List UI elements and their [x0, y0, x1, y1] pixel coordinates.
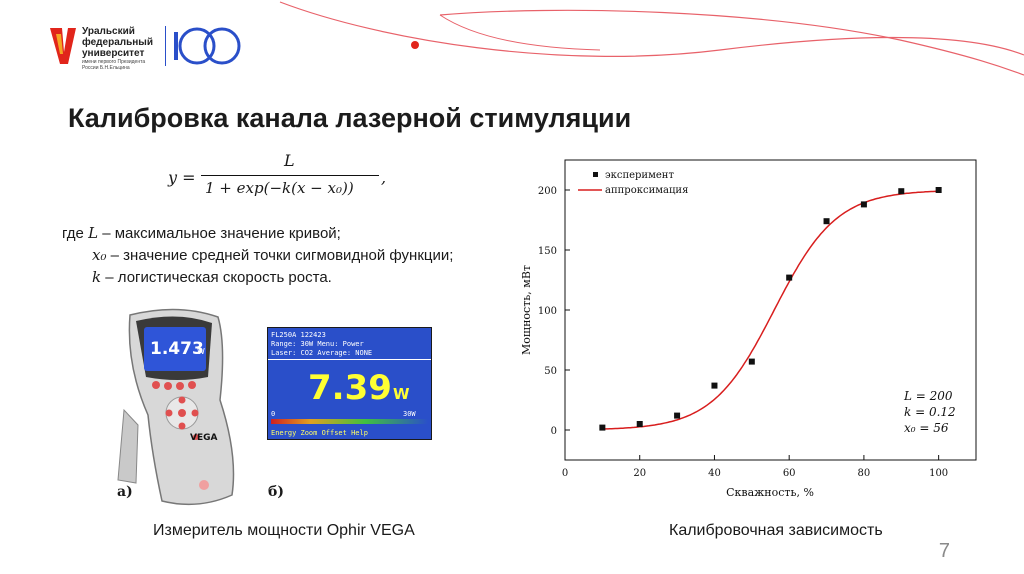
screen-scale-min: 0 [271, 410, 276, 418]
formula-denominator: 1 + exp(−k(x − x₀)) [205, 179, 354, 197]
data-point [599, 424, 606, 431]
x-tick-label: 40 [708, 468, 721, 479]
subfig-label-b: б) [268, 484, 284, 500]
x-axis-label: Скважность, % [726, 486, 814, 499]
meter-screen: FL250A 122423 Range: 30W Menu: Power Las… [267, 327, 432, 440]
formula-tail: , [381, 168, 387, 187]
x-tick-label: 20 [633, 468, 646, 479]
device-display-value: 1.473 [150, 339, 204, 359]
data-point [636, 421, 643, 427]
screen-line-1: FL250A 122423 [271, 331, 326, 339]
fit-curve-line [602, 190, 939, 430]
legend-label-fit: аппроксимация [605, 185, 688, 196]
device-display-unit: W [197, 347, 205, 356]
y-tick-label: 150 [538, 246, 557, 257]
calibration-chart: 0 20 40 60 80 100 0 50 100 150 200 эксперимент апп… [520, 159, 977, 499]
data-point [935, 187, 942, 193]
chart-legend: эксперимент аппроксимация [578, 170, 688, 196]
subfig-label-a: а) [117, 484, 133, 500]
formula-lhs: y = [168, 168, 196, 187]
y-tick-label: 50 [544, 366, 557, 377]
desc-var-k: k [92, 268, 102, 286]
screen-divider [268, 359, 431, 360]
caption-right: Калибровочная зависимость [669, 522, 883, 539]
screen-buttons: Energy Zoom Offset Help [271, 429, 368, 437]
desc-var-x0: x₀ [92, 246, 107, 264]
data-point [711, 382, 718, 389]
data-point [898, 188, 905, 195]
decorative-dot [411, 41, 419, 49]
desc-prefix: где [62, 225, 84, 242]
y-axis-label: Мощность, мВт [520, 265, 533, 355]
description-line-2: x₀ – значение средней точки сигмовидной … [92, 246, 453, 264]
formula-numerator: L [284, 151, 295, 170]
x-tick-label: 60 [783, 468, 796, 479]
desc-var-L: L [88, 224, 99, 242]
device-body-illustration [117, 308, 235, 506]
x-tick-label: 0 [562, 468, 568, 479]
screen-value: 7.39 [308, 368, 392, 408]
screen-scale-max: 30W [403, 410, 416, 418]
annotation-x0: x₀ = 56 [904, 421, 949, 435]
logo-line-3: университет [82, 48, 145, 59]
data-point [748, 358, 755, 365]
slide-title: Калибровка канала лазерной стимуляции [68, 103, 632, 133]
screen-unit: W [393, 385, 410, 403]
desc-text-3: – логистическая скорость роста. [105, 269, 332, 286]
logo-line-2: федеральный [82, 37, 153, 48]
urfu-emblem-icon [50, 28, 76, 64]
logo-divider [165, 26, 166, 66]
logistic-formula: y = L 1 + exp(−k(x − x₀)) , [168, 150, 408, 210]
data-points [599, 187, 942, 431]
description-line-3: k – логистическая скорость роста. [92, 268, 332, 286]
data-point [823, 218, 830, 225]
x-tick-label: 100 [929, 468, 948, 479]
screen-line-3: Laser: CO2 Average: NONE [271, 349, 373, 357]
data-point [674, 412, 681, 419]
x-tick-label: 80 [858, 468, 871, 479]
legend-marker-experiment [593, 172, 598, 177]
device-brand: VEGA [190, 433, 218, 443]
screen-level-bar [271, 419, 428, 424]
desc-text-1: – максимальное значение кривой; [102, 225, 341, 242]
annotation-L: L = 200 [903, 389, 953, 403]
caption-left: Измеритель мощности Ophir VEGA [153, 522, 415, 539]
page-number: 7 [938, 540, 950, 562]
logo-small-line-2: России Б.Н.Ельцина [82, 65, 130, 71]
fraction-bar [201, 175, 379, 176]
data-point [860, 201, 867, 208]
axis-ticks: 0 20 40 60 80 100 0 50 100 150 200 [538, 186, 948, 479]
logo-line-1: Уральский [82, 26, 135, 37]
data-point [786, 274, 793, 281]
y-tick-label: 200 [538, 186, 557, 197]
desc-text-2: – значение средней точки сигмовидной фун… [110, 247, 454, 264]
y-tick-label: 0 [551, 426, 557, 437]
screen-line-2: Range: 30W Menu: Power [271, 340, 364, 348]
logo-small-line-1: имени первого Президента [82, 59, 146, 65]
y-tick-label: 100 [538, 306, 557, 317]
description-line-1: где L – максимальное значение кривой; [62, 224, 341, 242]
university-logo: Уральский федеральный университет имени … [48, 22, 243, 71]
anniversary-100-logo [174, 27, 241, 65]
power-meter-photo: 1.473 W VEGA [108, 305, 248, 510]
legend-label-experiment: эксперимент [605, 170, 674, 181]
annotation-k: k = 0.12 [904, 405, 956, 419]
